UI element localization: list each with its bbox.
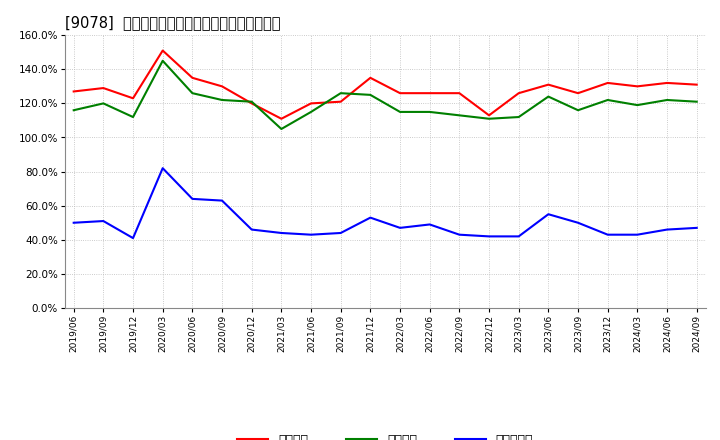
当座比率 xyxy=(69,107,78,113)
Line: 当座比率: 当座比率 xyxy=(73,61,697,129)
流動比率 xyxy=(574,91,582,96)
当座比率 xyxy=(366,92,374,98)
現預金比率 xyxy=(633,232,642,237)
当座比率 xyxy=(336,91,345,96)
流動比率 xyxy=(544,82,553,87)
流動比率 xyxy=(336,99,345,104)
現預金比率 xyxy=(99,218,108,224)
当座比率 xyxy=(633,103,642,108)
Line: 流動比率: 流動比率 xyxy=(73,51,697,119)
現預金比率 xyxy=(366,215,374,220)
現預金比率 xyxy=(69,220,78,225)
流動比率 xyxy=(69,89,78,94)
流動比率 xyxy=(366,75,374,81)
現預金比率 xyxy=(396,225,405,231)
当座比率 xyxy=(188,91,197,96)
現預金比率 xyxy=(188,196,197,202)
現預金比率 xyxy=(662,227,671,232)
当座比率 xyxy=(99,101,108,106)
当座比率 xyxy=(396,109,405,114)
当座比率 xyxy=(662,97,671,103)
流動比率 xyxy=(693,82,701,87)
当座比率 xyxy=(455,113,464,118)
現預金比率 xyxy=(248,227,256,232)
現預金比率 xyxy=(544,212,553,217)
流動比率 xyxy=(277,116,286,121)
現預金比率 xyxy=(574,220,582,225)
Legend: 流動比率, 当座比率, 現預金比率: 流動比率, 当座比率, 現預金比率 xyxy=(232,429,539,440)
Text: [9078]  流動比率、当座比率、現預金比率の推移: [9078] 流動比率、当座比率、現預金比率の推移 xyxy=(65,15,280,30)
流動比率 xyxy=(307,101,315,106)
現預金比率 xyxy=(485,234,493,239)
現預金比率 xyxy=(217,198,226,203)
当座比率 xyxy=(514,114,523,120)
当座比率 xyxy=(307,109,315,114)
現預金比率 xyxy=(307,232,315,237)
当座比率 xyxy=(158,58,167,63)
現預金比率 xyxy=(336,230,345,235)
現預金比率 xyxy=(514,234,523,239)
現預金比率 xyxy=(455,232,464,237)
流動比率 xyxy=(662,80,671,85)
当座比率 xyxy=(693,99,701,104)
流動比率 xyxy=(514,91,523,96)
流動比率 xyxy=(129,95,138,101)
Line: 現預金比率: 現預金比率 xyxy=(73,168,697,238)
当座比率 xyxy=(603,97,612,103)
当座比率 xyxy=(544,94,553,99)
当座比率 xyxy=(217,97,226,103)
当座比率 xyxy=(248,99,256,104)
当座比率 xyxy=(485,116,493,121)
流動比率 xyxy=(188,75,197,81)
現預金比率 xyxy=(158,165,167,171)
現預金比率 xyxy=(277,230,286,235)
流動比率 xyxy=(158,48,167,53)
流動比率 xyxy=(396,91,405,96)
流動比率 xyxy=(485,113,493,118)
現預金比率 xyxy=(693,225,701,231)
当座比率 xyxy=(574,107,582,113)
流動比率 xyxy=(633,84,642,89)
現預金比率 xyxy=(129,235,138,241)
流動比率 xyxy=(248,101,256,106)
流動比率 xyxy=(426,91,434,96)
現預金比率 xyxy=(603,232,612,237)
当座比率 xyxy=(277,126,286,132)
流動比率 xyxy=(455,91,464,96)
流動比率 xyxy=(603,80,612,85)
現預金比率 xyxy=(426,222,434,227)
当座比率 xyxy=(426,109,434,114)
流動比率 xyxy=(99,85,108,91)
当座比率 xyxy=(129,114,138,120)
流動比率 xyxy=(217,84,226,89)
